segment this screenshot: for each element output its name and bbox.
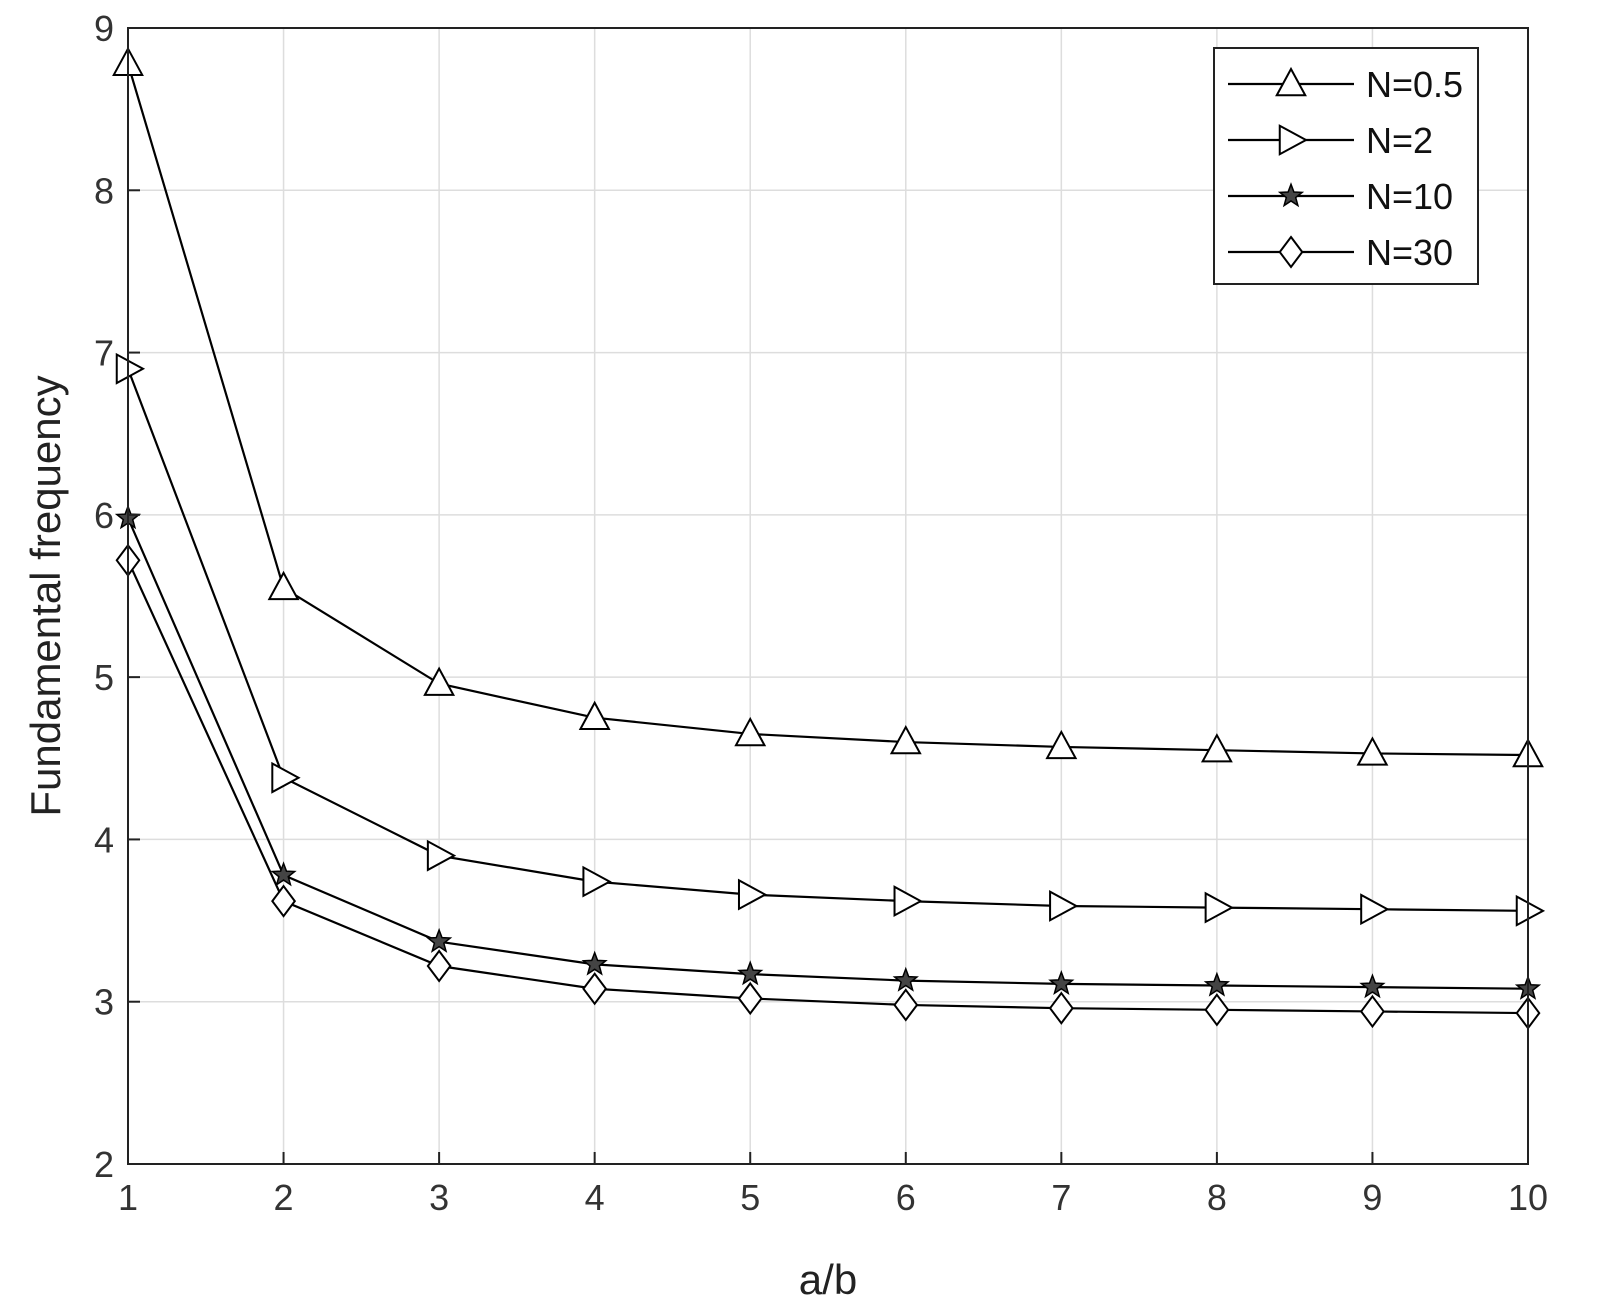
data-point-diamond [1048,991,1074,1025]
data-point-star [1359,973,1386,999]
data-point-triangle-up [267,570,300,601]
data-point-triangle-right [271,761,301,794]
data-point-triangle-right [893,885,923,918]
series-2 [115,352,1546,927]
data-point-triangle-right [737,878,768,911]
x-tick-label: 10 [1508,1177,1548,1218]
series-line [126,368,1529,912]
series-1 [112,46,1544,768]
legend-item: N=30 [1228,232,1453,273]
legend-marker [1277,182,1305,208]
x-tick-label: 9 [1362,1177,1382,1218]
legend-label: N=30 [1366,232,1453,273]
data-point-diamond [271,884,297,918]
data-point-diamond [1359,994,1385,1029]
y-axis-title: Fundamental frequency [22,375,69,816]
legend-item: N=10 [1228,176,1453,217]
x-axis-title: a/b [799,1256,857,1303]
x-tick-label: 4 [585,1177,605,1218]
y-tick-label: 3 [94,982,114,1023]
plot-frame [127,27,1529,1165]
y-tick-label: 8 [94,170,114,211]
x-tick-label: 2 [274,1177,294,1218]
data-point-triangle-up [578,700,611,730]
data-point-triangle-right [1049,890,1079,922]
x-tick-label: 5 [740,1177,760,1218]
data-point-triangle-right [115,352,146,385]
data-point-triangle-up [889,724,922,755]
series-line [126,517,1529,990]
data-point-diamond [893,988,919,1022]
x-tick-label: 1 [118,1177,138,1218]
data-point-triangle-up [423,666,456,696]
legend-marker [1278,235,1304,269]
series-4 [115,543,1541,1030]
data-point-triangle-up [734,716,767,747]
y-tick-label: 7 [94,333,114,374]
y-tick-label: 6 [94,495,114,536]
data-point-triangle-right [1360,893,1390,926]
legend: N=0.5 N=2 N=10 N=30 [1213,47,1479,285]
data-point-star [425,927,453,953]
legend-label: N=0.5 [1366,64,1463,105]
legend-box [1213,47,1479,285]
legend-marker [1278,124,1309,156]
data-point-star [1048,970,1075,996]
data-point-triangle-up [1045,729,1078,760]
data-point-diamond [737,981,763,1016]
y-tick-label: 2 [94,1144,114,1185]
data-point-triangle-up [1200,733,1233,763]
data-point-triangle-right [582,865,612,898]
data-point-triangle-up [1356,736,1389,766]
series-line [126,559,1529,1015]
x-tick-label: 6 [896,1177,916,1218]
legend-label: N=10 [1366,176,1453,217]
y-tick-label: 5 [94,657,114,698]
x-tick-label: 8 [1207,1177,1227,1218]
series-line [126,63,1529,757]
data-point-triangle-right [426,839,457,872]
legend-item: N=0.5 [1228,64,1463,105]
data-point-diamond [582,972,608,1006]
data-point-triangle-right [1204,891,1234,924]
legend-item: N=2 [1228,120,1433,161]
data-point-star [581,950,608,976]
data-point-star [270,861,297,887]
y-tick-label: 9 [94,8,114,49]
legend-label: N=2 [1366,120,1433,161]
data-point-triangle-right [1515,894,1546,927]
data-point-diamond [1204,993,1230,1027]
series-layer [112,46,1546,1030]
data-point-star [1203,971,1231,997]
data-point-diamond [426,949,452,983]
data-point-star [737,960,764,986]
x-tick-label: 3 [429,1177,449,1218]
y-tick-label: 4 [94,819,114,860]
x-tick-label: 7 [1051,1177,1071,1218]
data-point-star [892,966,919,992]
legend-marker [1275,66,1307,97]
